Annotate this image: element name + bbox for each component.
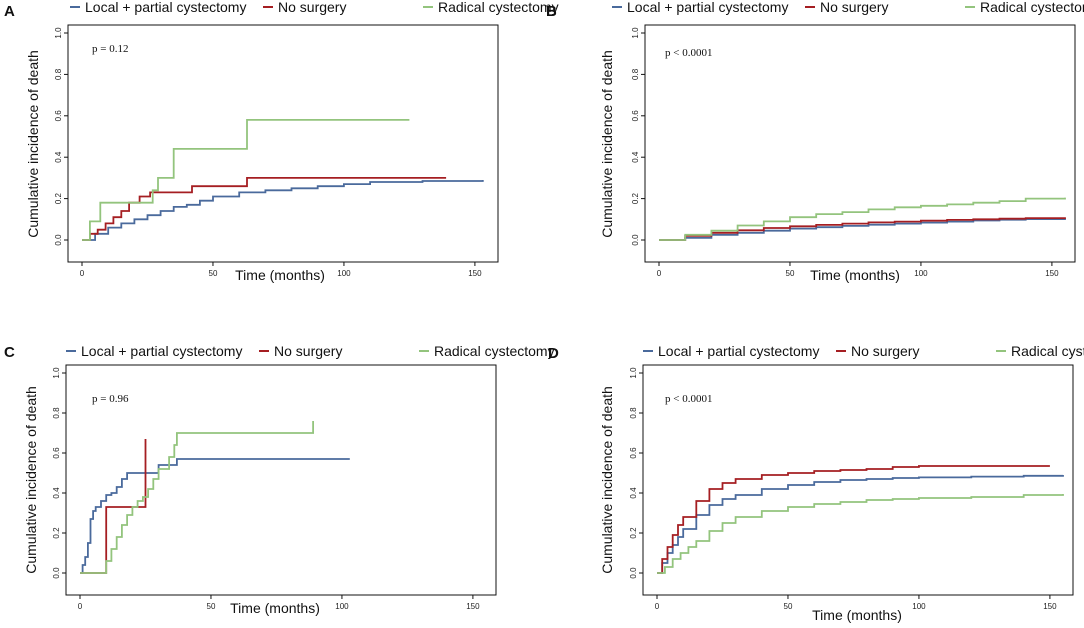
x-tick-label: 50	[209, 269, 218, 278]
series-line-local-a	[82, 180, 484, 241]
panel-letter-c: C	[4, 344, 15, 361]
legend-label-local: Local + partial cystectomy	[81, 343, 242, 359]
panel-c: C Local + partial cystectomy No surgery Rad…	[4, 343, 555, 616]
y-tick-label: 0.2	[52, 527, 61, 539]
x-tick-label: 50	[786, 269, 795, 278]
legend-label-radical: Radical cystectomy	[980, 0, 1084, 15]
y-tick-label: 0.4	[631, 151, 640, 163]
y-tick-label: 0.2	[631, 192, 640, 204]
y-axis-title-d: Cumulative incidence of death	[599, 386, 615, 574]
y-tick-label: 0.0	[52, 567, 61, 579]
legend-label-none: No surgery	[851, 343, 919, 359]
x-axis-title-c: Time (months)	[230, 600, 320, 616]
y-tick-label: 0.2	[629, 527, 638, 539]
legend-label-none: No surgery	[278, 0, 346, 15]
series-line-none-a	[82, 177, 447, 241]
legend-label-none: No surgery	[274, 343, 342, 359]
x-tick-label: 50	[207, 602, 216, 611]
p-value-a: p = 0.12	[92, 43, 128, 55]
panel-d: D Local + partial cystectomy No surgery Rad…	[548, 343, 1084, 623]
series-line-none-c	[80, 439, 147, 574]
x-tick-label: 150	[468, 269, 482, 278]
y-tick-label: 0.8	[52, 407, 61, 419]
series-line-radical-b	[659, 197, 1066, 241]
y-tick-label: 0.8	[54, 68, 63, 80]
y-tick-label: 1.0	[629, 367, 638, 379]
plot-frame-b	[644, 24, 1076, 263]
legend-label-radical: Radical cystectomy	[438, 0, 559, 15]
x-tick-label: 100	[912, 602, 926, 611]
series-line-radical-a	[82, 119, 410, 241]
x-tick-label: 0	[78, 602, 83, 611]
y-tick-label: 1.0	[52, 367, 61, 379]
panel-b: B Local + partial cystectomy No surgery Rad…	[546, 0, 1084, 283]
legend-label-local: Local + partial cystectomy	[658, 343, 819, 359]
x-tick-label: 150	[1045, 269, 1059, 278]
series-line-none-b	[659, 217, 1066, 241]
x-tick-label: 100	[337, 269, 351, 278]
legend-label-local: Local + partial cystectomy	[627, 0, 788, 15]
x-tick-label: 0	[657, 269, 662, 278]
y-tick-label: 0.0	[631, 234, 640, 246]
y-tick-label: 1.0	[54, 27, 63, 39]
legend-label-none: No surgery	[820, 0, 888, 15]
x-axis-title-b: Time (months)	[810, 267, 900, 283]
series-line-radical-d	[657, 494, 1064, 574]
x-tick-label: 100	[914, 269, 928, 278]
y-tick-label: 0.8	[629, 407, 638, 419]
x-tick-label: 0	[655, 602, 660, 611]
x-tick-label: 0	[80, 269, 85, 278]
panel-a: A Local + partial cystectomy No surgery Rad…	[4, 0, 559, 283]
series-line-local-d	[657, 474, 1064, 574]
x-tick-label: 150	[1043, 602, 1057, 611]
panel-letter-a: A	[4, 3, 15, 20]
p-value-c: p = 0.96	[92, 393, 129, 405]
y-axis-title-a: Cumulative incidence of death	[25, 50, 41, 238]
series-line-radical-c	[80, 421, 314, 574]
y-tick-label: 0.6	[52, 447, 61, 459]
y-tick-label: 0.4	[52, 487, 61, 499]
p-value-b: p < 0.0001	[665, 47, 712, 59]
y-tick-label: 1.0	[631, 27, 640, 39]
p-value-d: p < 0.0001	[665, 393, 712, 405]
y-tick-label: 0.4	[629, 487, 638, 499]
series-line-local-c	[80, 458, 350, 574]
plot-frame-d	[642, 364, 1074, 596]
y-tick-label: 0.4	[54, 151, 63, 163]
y-tick-label: 0.2	[54, 192, 63, 204]
y-tick-label: 0.6	[631, 110, 640, 122]
legend-label-radical: Radical cystectomy	[1011, 343, 1084, 359]
y-tick-label: 0.6	[54, 110, 63, 122]
series-line-none-d	[657, 465, 1050, 574]
y-tick-label: 0.0	[629, 567, 638, 579]
panel-letter-b: B	[546, 3, 557, 20]
x-tick-label: 100	[335, 602, 349, 611]
x-tick-label: 150	[466, 602, 480, 611]
y-axis-title-c: Cumulative incidence of death	[23, 386, 39, 574]
x-tick-label: 50	[784, 602, 793, 611]
legend-label-local: Local + partial cystectomy	[85, 0, 246, 15]
y-tick-label: 0.0	[54, 234, 63, 246]
x-axis-title-a: Time (months)	[235, 267, 325, 283]
plot-frame-c	[65, 364, 497, 596]
legend-label-radical: Radical cystectomy	[434, 343, 555, 359]
y-tick-label: 0.6	[629, 447, 638, 459]
x-axis-title-d: Time (months)	[812, 607, 902, 623]
series-line-local-b	[659, 218, 1066, 241]
y-tick-label: 0.8	[631, 68, 640, 80]
y-axis-title-b: Cumulative incidence of death	[599, 50, 615, 238]
plot-frame-a	[67, 24, 499, 263]
panel-letter-d: D	[548, 345, 559, 362]
